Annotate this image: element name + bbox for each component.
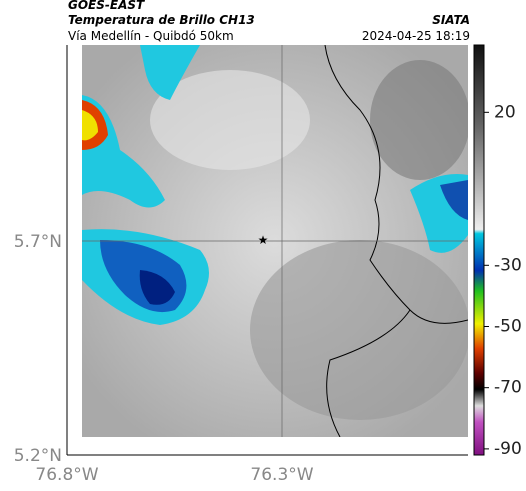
subtitle: Vía Medellín - Quibdó 50km <box>68 29 234 43</box>
lat-label: 5.2°N <box>14 446 62 466</box>
timestamp: 2024-04-25 18:19 <box>362 29 470 43</box>
lon-label: 76.3°W <box>250 465 313 485</box>
colorbar-tick-label: -30 <box>494 255 522 275</box>
lat-label: 5.7°N <box>14 232 62 252</box>
colorbar <box>473 44 485 456</box>
credit: SIATA <box>432 13 470 27</box>
colorbar-tick-label: -90 <box>494 439 522 459</box>
source: GOES-EAST <box>68 0 145 12</box>
lon-label: 76.8°W <box>35 465 98 485</box>
title: Temperatura de Brillo CH13 <box>68 13 255 27</box>
colorbar-tick-label: -50 <box>494 316 522 336</box>
colorbar-tick-label: -70 <box>494 378 522 398</box>
colorbar-tick-label: 20 <box>494 102 516 122</box>
map-image: ★ <box>82 45 468 437</box>
svg-text:★: ★ <box>258 233 269 247</box>
